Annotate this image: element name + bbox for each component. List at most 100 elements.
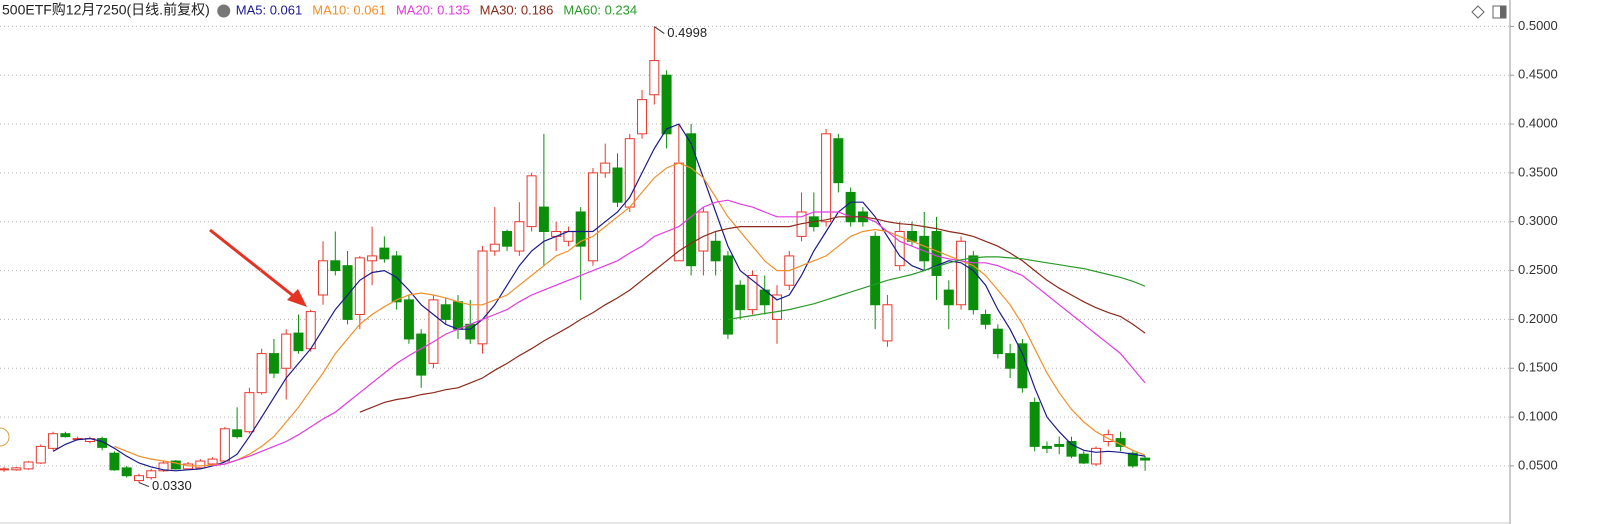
ma-line — [52, 123, 1146, 472]
candle-body — [35, 445, 46, 464]
ma-line — [212, 199, 1146, 467]
candle-body — [649, 60, 660, 96]
candle-body — [244, 392, 255, 433]
candle-body — [747, 274, 758, 311]
candle-body — [833, 138, 844, 184]
candle-body — [1140, 457, 1151, 461]
candle-body — [1054, 443, 1065, 447]
candle-body — [11, 467, 22, 471]
legend-entry: MA20: 0.135 — [396, 2, 470, 17]
candle-body — [870, 235, 881, 306]
candle-body — [612, 167, 623, 203]
candle-body — [342, 265, 353, 320]
ma-line — [359, 216, 1146, 413]
annotation-pointer — [138, 482, 150, 487]
candle-body — [698, 211, 709, 252]
candle-body — [575, 211, 586, 247]
candle-body — [526, 175, 537, 228]
candle-body — [477, 250, 488, 345]
candle-body — [821, 133, 832, 223]
candle-body — [330, 260, 341, 272]
candle-body — [980, 314, 991, 325]
candle-body — [403, 299, 414, 340]
candle-body — [416, 333, 427, 376]
candle-body — [710, 240, 721, 262]
candle-body — [1029, 401, 1040, 447]
candle-body — [538, 206, 549, 232]
legend-entry: MA5: 0.061 — [236, 2, 303, 17]
legend-entry: MA30: 0.186 — [480, 2, 554, 17]
candle-body — [587, 172, 598, 262]
candle-body — [992, 328, 1003, 355]
candle-body — [673, 162, 684, 262]
candle-body — [502, 230, 513, 247]
candle-body — [919, 235, 930, 262]
y-tick-label: 0.3000 — [1518, 213, 1558, 228]
candle-body — [882, 304, 893, 342]
candle-body — [686, 133, 697, 267]
candle-body — [318, 260, 329, 296]
candle-body — [772, 294, 783, 320]
candle-body — [23, 461, 34, 470]
candle-body — [722, 255, 733, 335]
settings-icon[interactable] — [217, 4, 231, 18]
legend-entry: MA10: 0.061 — [312, 2, 386, 17]
diamond-icon[interactable] — [1471, 5, 1485, 19]
candle-body — [219, 428, 230, 462]
candle-body — [293, 332, 304, 352]
candle-body — [1005, 353, 1016, 369]
y-tick-label: 0.2500 — [1518, 262, 1558, 277]
candle-body — [256, 353, 267, 394]
candle-body — [354, 257, 365, 316]
candles — [0, 26, 1151, 483]
candle-body — [452, 301, 463, 330]
ma-line — [114, 162, 1146, 467]
candle-body — [1091, 447, 1102, 465]
candle-body — [158, 462, 169, 472]
y-tick-label: 0.4000 — [1518, 115, 1558, 130]
candle-body — [0, 468, 9, 471]
ma-line — [727, 256, 1146, 320]
candle-body — [428, 299, 439, 364]
y-tick-label: 0.4500 — [1518, 67, 1558, 82]
candle-body — [207, 458, 218, 465]
side-handle[interactable] — [0, 427, 10, 447]
candle-body — [379, 247, 390, 260]
panel-icon-fill — [1500, 6, 1506, 18]
candle-body — [931, 230, 942, 276]
legend-entry: MA60: 0.234 — [563, 2, 637, 17]
candle-body — [1078, 453, 1089, 464]
y-tick-label: 0.1500 — [1518, 360, 1558, 375]
candle-body — [281, 333, 292, 369]
candle-body — [1066, 441, 1077, 457]
candle-body — [956, 240, 967, 306]
candle-body — [489, 243, 500, 252]
candle-body — [391, 255, 402, 303]
y-tick-label: 0.2000 — [1518, 311, 1558, 326]
annotation-label: 0.4998 — [667, 25, 707, 40]
candle-body — [600, 162, 611, 174]
chart-title: 500ETF购12月7250(日线.前复权) — [2, 2, 210, 18]
candle-body — [661, 74, 672, 135]
candle-body — [1041, 445, 1052, 449]
annotation-pointer — [654, 26, 665, 34]
y-tick-label: 0.0500 — [1518, 457, 1558, 472]
candle-body — [735, 284, 746, 311]
y-tick-label: 0.3500 — [1518, 164, 1558, 179]
annotation-label: 0.0330 — [152, 478, 192, 493]
candle-body — [268, 353, 279, 374]
candle-body — [845, 191, 856, 223]
candle-body — [48, 433, 59, 449]
candle-body — [440, 304, 451, 320]
candle-body — [121, 467, 132, 477]
candle-body — [146, 470, 157, 479]
candle-body — [943, 289, 954, 306]
candle-body — [637, 99, 648, 135]
candle-body — [195, 460, 206, 469]
candle-body — [232, 429, 243, 438]
y-tick-label: 0.5000 — [1518, 18, 1558, 33]
arrow-annotation — [209, 228, 307, 307]
candle-body — [968, 255, 979, 311]
candle-body — [133, 475, 144, 482]
